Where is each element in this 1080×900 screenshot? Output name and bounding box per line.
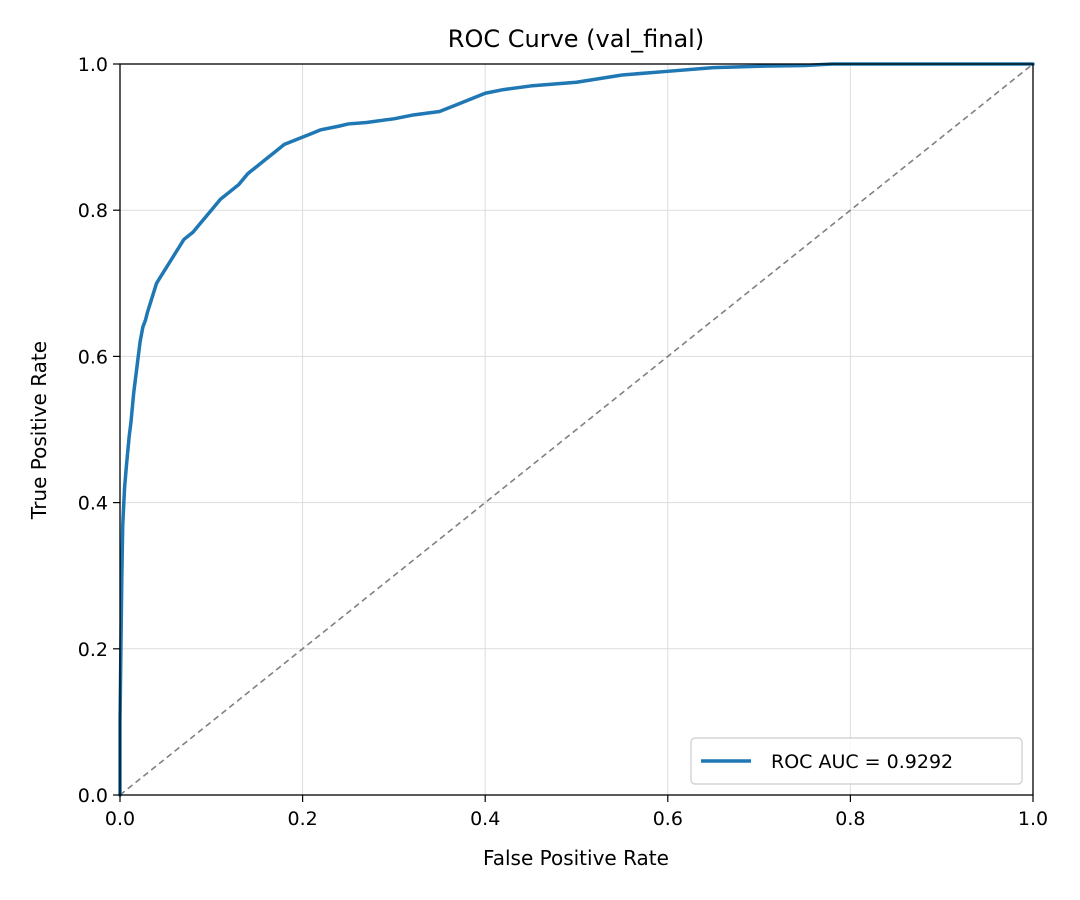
legend: ROC AUC = 0.9292 [690, 737, 1023, 785]
x-tick-label: 0.2 [287, 808, 317, 830]
roc-curve-line [118, 62, 1035, 797]
legend-label-roc: ROC AUC = 0.9292 [771, 751, 953, 773]
y-tick-label: 1.0 [78, 54, 108, 76]
x-tick-label: 0.6 [653, 808, 683, 830]
x-tick-label: 0.0 [105, 808, 135, 830]
x-tick-label: 0.8 [835, 808, 865, 830]
legend-box [690, 737, 1023, 785]
y-tick-label: 0.4 [78, 493, 108, 515]
y-tick-label: 0.0 [78, 785, 108, 807]
x-axis-ticks: 0.0 0.2 0.4 0.6 0.8 1.0 [105, 795, 1048, 830]
chance-line [119, 63, 1034, 796]
y-axis-ticks: 0.0 0.2 0.4 0.6 0.8 1.0 [78, 54, 120, 807]
y-tick-label: 0.8 [78, 200, 108, 222]
x-tick-label: 1.0 [1018, 808, 1048, 830]
chance-diagonal [119, 63, 1034, 796]
x-axis-label: False Positive Rate [483, 846, 669, 870]
y-tick-label: 0.6 [78, 346, 108, 368]
chart-title: ROC Curve (val_final) [448, 25, 704, 53]
grid-lines [119, 63, 1034, 796]
x-tick-label: 0.4 [470, 808, 500, 830]
y-axis-label: True Positive Rate [27, 341, 51, 520]
roc-series-layer [118, 62, 1035, 797]
y-tick-label: 0.2 [78, 639, 108, 661]
plot-frame [119, 63, 1034, 796]
